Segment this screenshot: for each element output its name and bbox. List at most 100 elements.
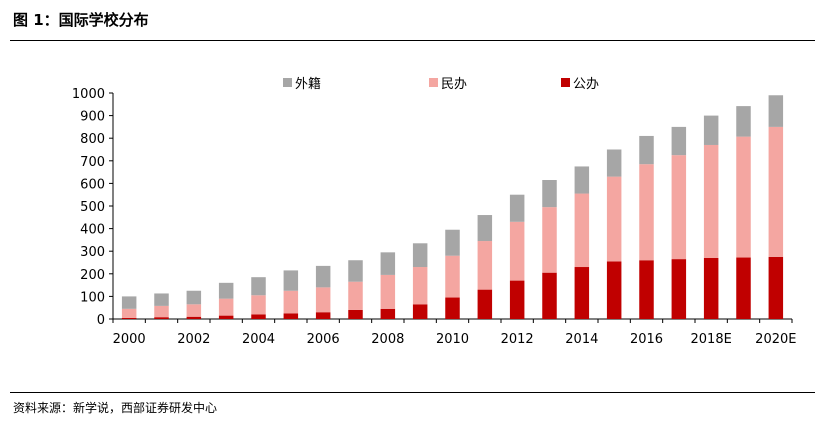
bar-segment [315, 287, 331, 313]
bar-segment [574, 267, 590, 319]
bar-segment [477, 215, 493, 242]
bar-segment [154, 293, 169, 306]
source-rule [10, 392, 815, 393]
x-axis: 2000 2002 2004 2006 2008 2010 2012 2014 2016 2018… [112, 318, 796, 347]
bar-segment [283, 270, 299, 291]
legend-label: 外籍 [295, 76, 321, 92]
bar-segment [639, 135, 654, 165]
bar-segment [671, 259, 687, 319]
bar-segment [283, 290, 299, 314]
bar-segment [251, 314, 266, 319]
bar-segment [639, 164, 654, 261]
bar-segment [445, 229, 460, 256]
legend-label: 民办 [441, 77, 467, 92]
bar-segment [477, 289, 493, 319]
y-tick-label: 500 [80, 200, 105, 215]
bar-segment [121, 296, 137, 309]
bar-segment [251, 295, 266, 315]
y-tick-label: 900 [80, 110, 105, 125]
y-tick-label: 200 [80, 268, 105, 283]
y-axis: 0 100 200 300 400 500 600 700 800 900 1000 [72, 87, 114, 328]
bar-segment [703, 115, 719, 145]
bar-segment [380, 252, 396, 275]
legend-swatch [283, 78, 292, 87]
bar-segment [186, 290, 202, 305]
bar-segment [477, 241, 493, 290]
bar-segment [315, 312, 331, 319]
bar-segment [574, 166, 590, 194]
bar-segment [445, 297, 460, 319]
bar-segment [218, 298, 234, 316]
y-tick-label: 400 [80, 223, 105, 238]
x-tick-label: 2002 [177, 332, 210, 347]
bar-segment [315, 265, 331, 288]
bar-segment [671, 155, 687, 260]
bar-segment [768, 126, 784, 257]
y-tick-label: 600 [80, 177, 105, 192]
bar-segment [348, 309, 363, 319]
y-tick-label: 100 [80, 290, 105, 305]
x-tick-label: 2016 [630, 332, 663, 347]
bar-series [121, 95, 784, 319]
bar-segment [283, 313, 299, 319]
bar-segment [121, 317, 137, 319]
bar-segment [639, 260, 654, 319]
y-tick-label: 300 [80, 245, 105, 260]
bar-segment [380, 274, 396, 309]
bar-segment [412, 267, 428, 305]
bar-segment [606, 261, 622, 319]
bar-segment [251, 277, 266, 296]
x-tick-label: 2018E [691, 332, 732, 347]
bar-segment [509, 194, 525, 222]
bar-segment [736, 257, 751, 319]
bar-segment [154, 317, 169, 319]
y-tick-label: 0 [97, 313, 105, 328]
bar-segment [542, 272, 557, 319]
bar-segment [186, 316, 202, 319]
bar-segment [154, 305, 169, 318]
bar-segment [542, 180, 557, 208]
legend-swatch [561, 78, 570, 87]
x-tick-label: 2000 [113, 332, 146, 347]
legend-label: 公办 [573, 77, 599, 92]
x-tick-label: 2020E [755, 332, 796, 347]
x-tick-label: 2012 [501, 332, 534, 347]
bar-segment [736, 106, 751, 137]
bar-segment [574, 193, 590, 268]
x-tick-label: 2008 [371, 332, 404, 347]
bar-segment [121, 308, 137, 318]
bar-segment [380, 308, 396, 319]
bar-segment [542, 207, 557, 273]
x-tick-label: 2004 [242, 332, 275, 347]
bar-segment [509, 280, 525, 319]
bar-segment [445, 255, 460, 298]
bar-segment [606, 149, 622, 177]
legend-swatch [429, 78, 438, 87]
y-tick-label: 700 [80, 155, 105, 170]
bar-segment [703, 144, 719, 258]
y-tick-label: 1000 [72, 87, 105, 102]
title-rule [10, 40, 815, 41]
bar-segment [703, 257, 719, 319]
bar-segment [218, 282, 234, 299]
x-tick-label: 2010 [436, 332, 469, 347]
chart-legend: 外籍 民办 公办 [283, 76, 599, 92]
bar-segment [218, 315, 234, 319]
bar-segment [768, 256, 784, 319]
figure-title: 图 1：国际学校分布 [13, 11, 149, 29]
y-tick-label: 800 [80, 132, 105, 147]
bar-segment [606, 176, 622, 262]
bar-segment [412, 243, 428, 268]
bar-segment [186, 304, 202, 317]
bar-segment [736, 136, 751, 258]
x-tick-label: 2006 [307, 332, 340, 347]
source-note: 资料来源：新学说，西部证券研发中心 [13, 401, 218, 415]
bar-segment [412, 304, 428, 319]
bar-segment [348, 281, 363, 310]
bar-segment [768, 95, 784, 127]
bar-segment [509, 221, 525, 281]
bar-segment [348, 260, 363, 282]
x-tick-label: 2014 [565, 332, 598, 347]
bar-segment [671, 126, 687, 156]
